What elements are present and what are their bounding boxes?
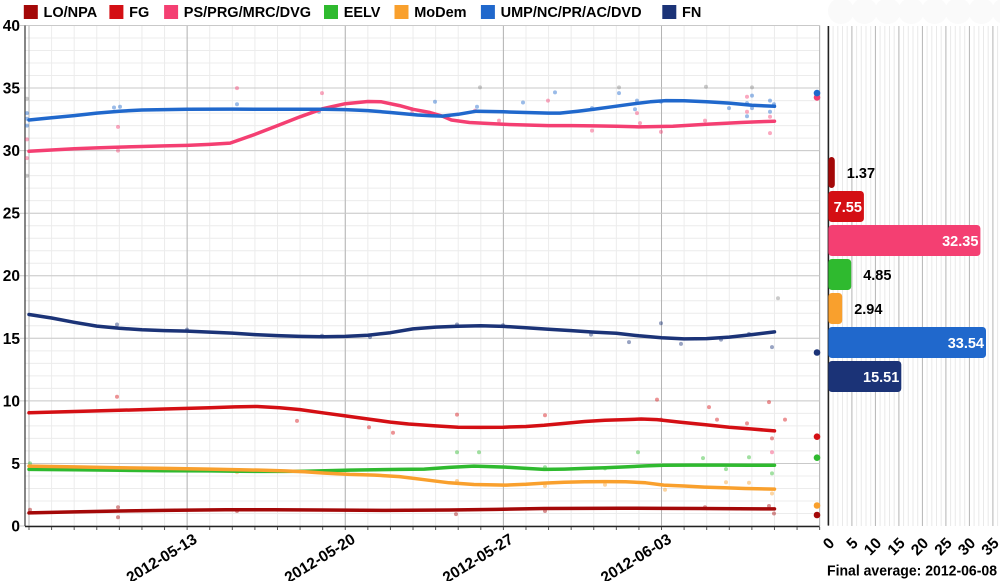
svg-text:15.51: 15.51 bbox=[863, 370, 899, 386]
svg-text:20: 20 bbox=[3, 268, 20, 285]
svg-text:10: 10 bbox=[3, 393, 20, 410]
svg-text:UMP/NC/PR/AC/DVD: UMP/NC/PR/AC/DVD bbox=[501, 5, 642, 21]
svg-text:35: 35 bbox=[979, 535, 1000, 559]
svg-text:MoDem: MoDem bbox=[414, 5, 466, 21]
svg-text:30: 30 bbox=[3, 143, 20, 160]
svg-text:1.37: 1.37 bbox=[847, 166, 875, 182]
svg-text:FN: FN bbox=[682, 5, 701, 21]
svg-text:5: 5 bbox=[11, 456, 20, 473]
svg-text:FG: FG bbox=[129, 5, 149, 21]
svg-text:2.94: 2.94 bbox=[854, 302, 882, 318]
svg-text:Final average: 2012-06-08: Final average: 2012-06-08 bbox=[827, 563, 997, 580]
svg-text:15: 15 bbox=[3, 331, 21, 348]
svg-text:LO/NPA: LO/NPA bbox=[44, 5, 98, 21]
svg-text:PS/PRG/MRC/DVG: PS/PRG/MRC/DVG bbox=[184, 5, 311, 21]
svg-text:0: 0 bbox=[11, 519, 20, 536]
svg-text:7.55: 7.55 bbox=[834, 200, 862, 216]
svg-text:35: 35 bbox=[3, 81, 21, 98]
svg-text:40: 40 bbox=[3, 18, 20, 35]
svg-text:33.54: 33.54 bbox=[948, 336, 984, 352]
svg-text:4.85: 4.85 bbox=[863, 268, 891, 284]
svg-text:EELV: EELV bbox=[344, 5, 381, 21]
svg-text:32.35: 32.35 bbox=[942, 234, 978, 250]
svg-text:25: 25 bbox=[3, 206, 21, 223]
